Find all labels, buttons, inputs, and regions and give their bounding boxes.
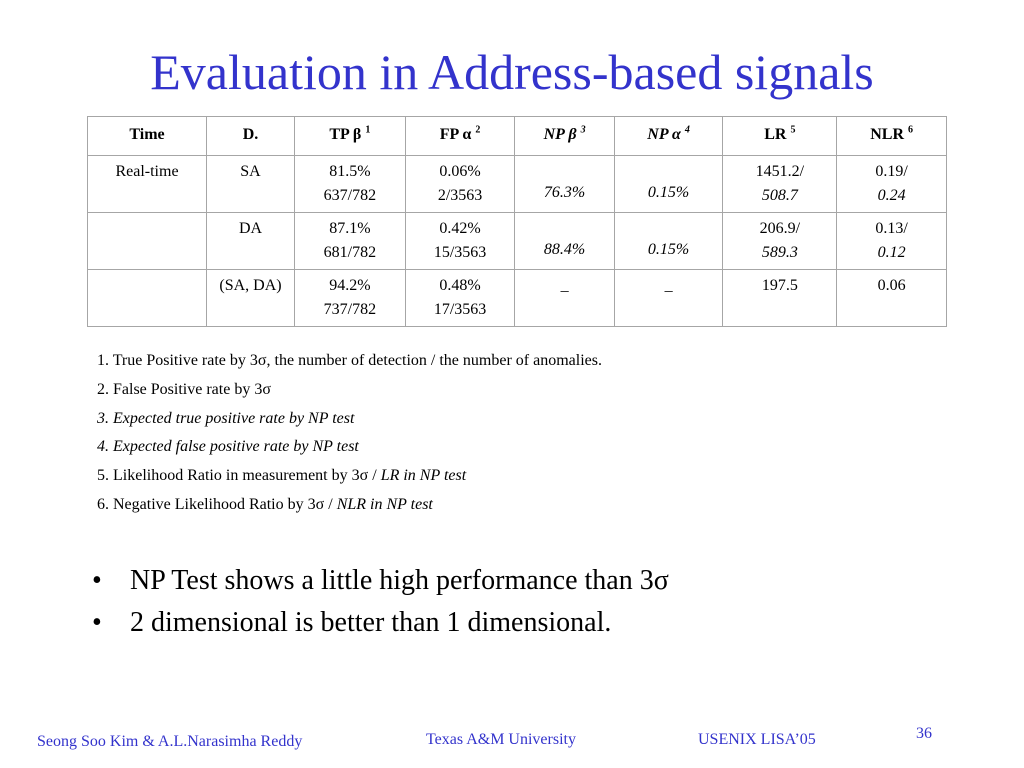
cell-tp: 81.5% 637/782 xyxy=(293,155,406,213)
cell-np-alpha: 0.15% xyxy=(613,212,724,270)
cell-tp: 94.2% 737/782 xyxy=(293,269,406,327)
header-fp: FP α 2 xyxy=(404,116,516,156)
footnote-6: 6. Negative Likelihood Ratio by 3σ / NLR… xyxy=(97,495,433,513)
bullet-item: • 2 dimensional is better than 1 dimensi… xyxy=(92,602,952,644)
table-row: (SA, DA) 94.2% 737/782 0.48% 17/3563 _ _ 1… xyxy=(86,269,947,327)
header-tp: TP β 1 xyxy=(293,116,406,156)
page-number: 36 xyxy=(916,725,932,742)
cell-fp: 0.06% 2/3563 xyxy=(404,155,516,213)
header-nlr: NLR 6 xyxy=(836,116,947,156)
cell-np-beta: _ xyxy=(514,269,615,327)
cell-time xyxy=(86,212,208,270)
footnote-5: 5. Likelihood Ratio in measurement by 3σ… xyxy=(97,467,467,485)
evaluation-table: Time D. TP β 1 FP α 2 NP β 3 NP α 4 LR 5… xyxy=(86,116,947,327)
slide-title: Evaluation in Address-based signals xyxy=(150,44,874,100)
cell-nlr: 0.19/0.24 xyxy=(836,155,947,213)
cell-tp: 87.1% 681/782 xyxy=(293,212,406,270)
table-row: DA 87.1% 681/782 0.42% 15/3563 88.4% 0.15%… xyxy=(86,212,947,270)
bullet-marker: • xyxy=(92,607,102,638)
cell-d: SA xyxy=(206,155,295,213)
bullet-text: 2 dimensional is better than 1 dimension… xyxy=(130,607,612,638)
cell-fp: 0.48% 17/3563 xyxy=(404,269,516,327)
cell-d: DA xyxy=(206,212,295,270)
header-np-alpha: NP α 4 xyxy=(613,116,724,156)
table-row: Real-time SA 81.5% 637/782 0.06% 2/3563 76… xyxy=(86,155,947,213)
header-np-beta: NP β 3 xyxy=(514,116,615,156)
cell-d: (SA, DA) xyxy=(206,269,295,327)
footer-conference: USENIX LISA’05 xyxy=(698,731,816,748)
footnote-3: 3. Expected true positive rate by NP tes… xyxy=(97,409,355,427)
bullet-item: • NP Test shows a little high performanc… xyxy=(92,560,952,602)
cell-fp: 0.42% 15/3563 xyxy=(404,212,516,270)
cell-np-beta: 76.3% xyxy=(514,155,615,213)
footnote-1: 1. True Positive rate by 3σ, the number … xyxy=(97,352,602,369)
footnote-2: 2. False Positive rate by 3σ xyxy=(97,380,271,398)
header-lr: LR 5 xyxy=(722,116,838,156)
cell-np-beta: 88.4% xyxy=(514,212,615,270)
cell-lr: 197.5 xyxy=(722,269,838,327)
cell-nlr: 0.13/0.12 xyxy=(836,212,947,270)
cell-nlr: 0.06 xyxy=(836,269,947,327)
cell-time: Real-time xyxy=(86,155,208,213)
cell-time xyxy=(86,269,208,327)
bullet-text: NP Test shows a little high performance … xyxy=(130,565,669,596)
footer-authors: Seong Soo Kim & A.L.Narasimha Reddy xyxy=(37,733,303,750)
table-header-row: Time D. TP β 1 FP α 2 NP β 3 NP α 4 LR 5… xyxy=(86,116,947,156)
cell-np-alpha: _ xyxy=(613,269,724,327)
header-d: D. xyxy=(206,116,295,156)
cell-lr: 1451.2/508.7 xyxy=(722,155,838,213)
bullet-list: • NP Test shows a little high performanc… xyxy=(92,560,952,644)
footnote-4: 4. Expected false positive rate by NP te… xyxy=(97,438,359,456)
cell-lr: 206.9/589.3 xyxy=(722,212,838,270)
bullet-marker: • xyxy=(92,565,102,596)
footnotes: 1. True Positive rate by 3σ, the number … xyxy=(97,347,857,520)
footer-university: Texas A&M University xyxy=(426,731,576,748)
cell-np-alpha: 0.15% xyxy=(613,155,724,213)
header-time: Time xyxy=(86,116,208,156)
